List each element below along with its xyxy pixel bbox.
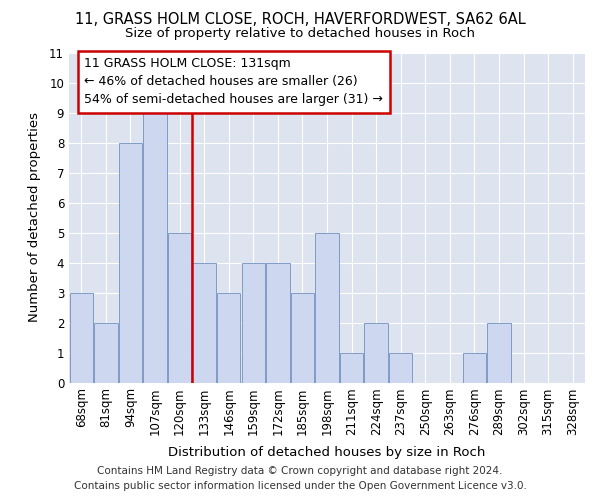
Bar [463, 352, 486, 382]
Text: Contains HM Land Registry data © Crown copyright and database right 2024.
Contai: Contains HM Land Registry data © Crown c… [74, 466, 526, 491]
Bar [70, 292, 93, 382]
Bar [291, 292, 314, 382]
Bar [316, 232, 338, 382]
Bar [168, 232, 191, 382]
Y-axis label: Number of detached properties: Number of detached properties [28, 112, 41, 322]
Text: 11 GRASS HOLM CLOSE: 131sqm
← 46% of detached houses are smaller (26)
54% of sem: 11 GRASS HOLM CLOSE: 131sqm ← 46% of det… [85, 58, 383, 106]
Text: 11, GRASS HOLM CLOSE, ROCH, HAVERFORDWEST, SA62 6AL: 11, GRASS HOLM CLOSE, ROCH, HAVERFORDWES… [74, 12, 526, 28]
Bar [266, 262, 290, 382]
Text: Size of property relative to detached houses in Roch: Size of property relative to detached ho… [125, 28, 475, 40]
Bar [340, 352, 363, 382]
X-axis label: Distribution of detached houses by size in Roch: Distribution of detached houses by size … [169, 446, 485, 459]
Bar [143, 112, 167, 382]
Bar [487, 322, 511, 382]
Bar [217, 292, 241, 382]
Bar [242, 262, 265, 382]
Bar [193, 262, 216, 382]
Bar [389, 352, 412, 382]
Bar [94, 322, 118, 382]
Bar [119, 142, 142, 382]
Bar [364, 322, 388, 382]
